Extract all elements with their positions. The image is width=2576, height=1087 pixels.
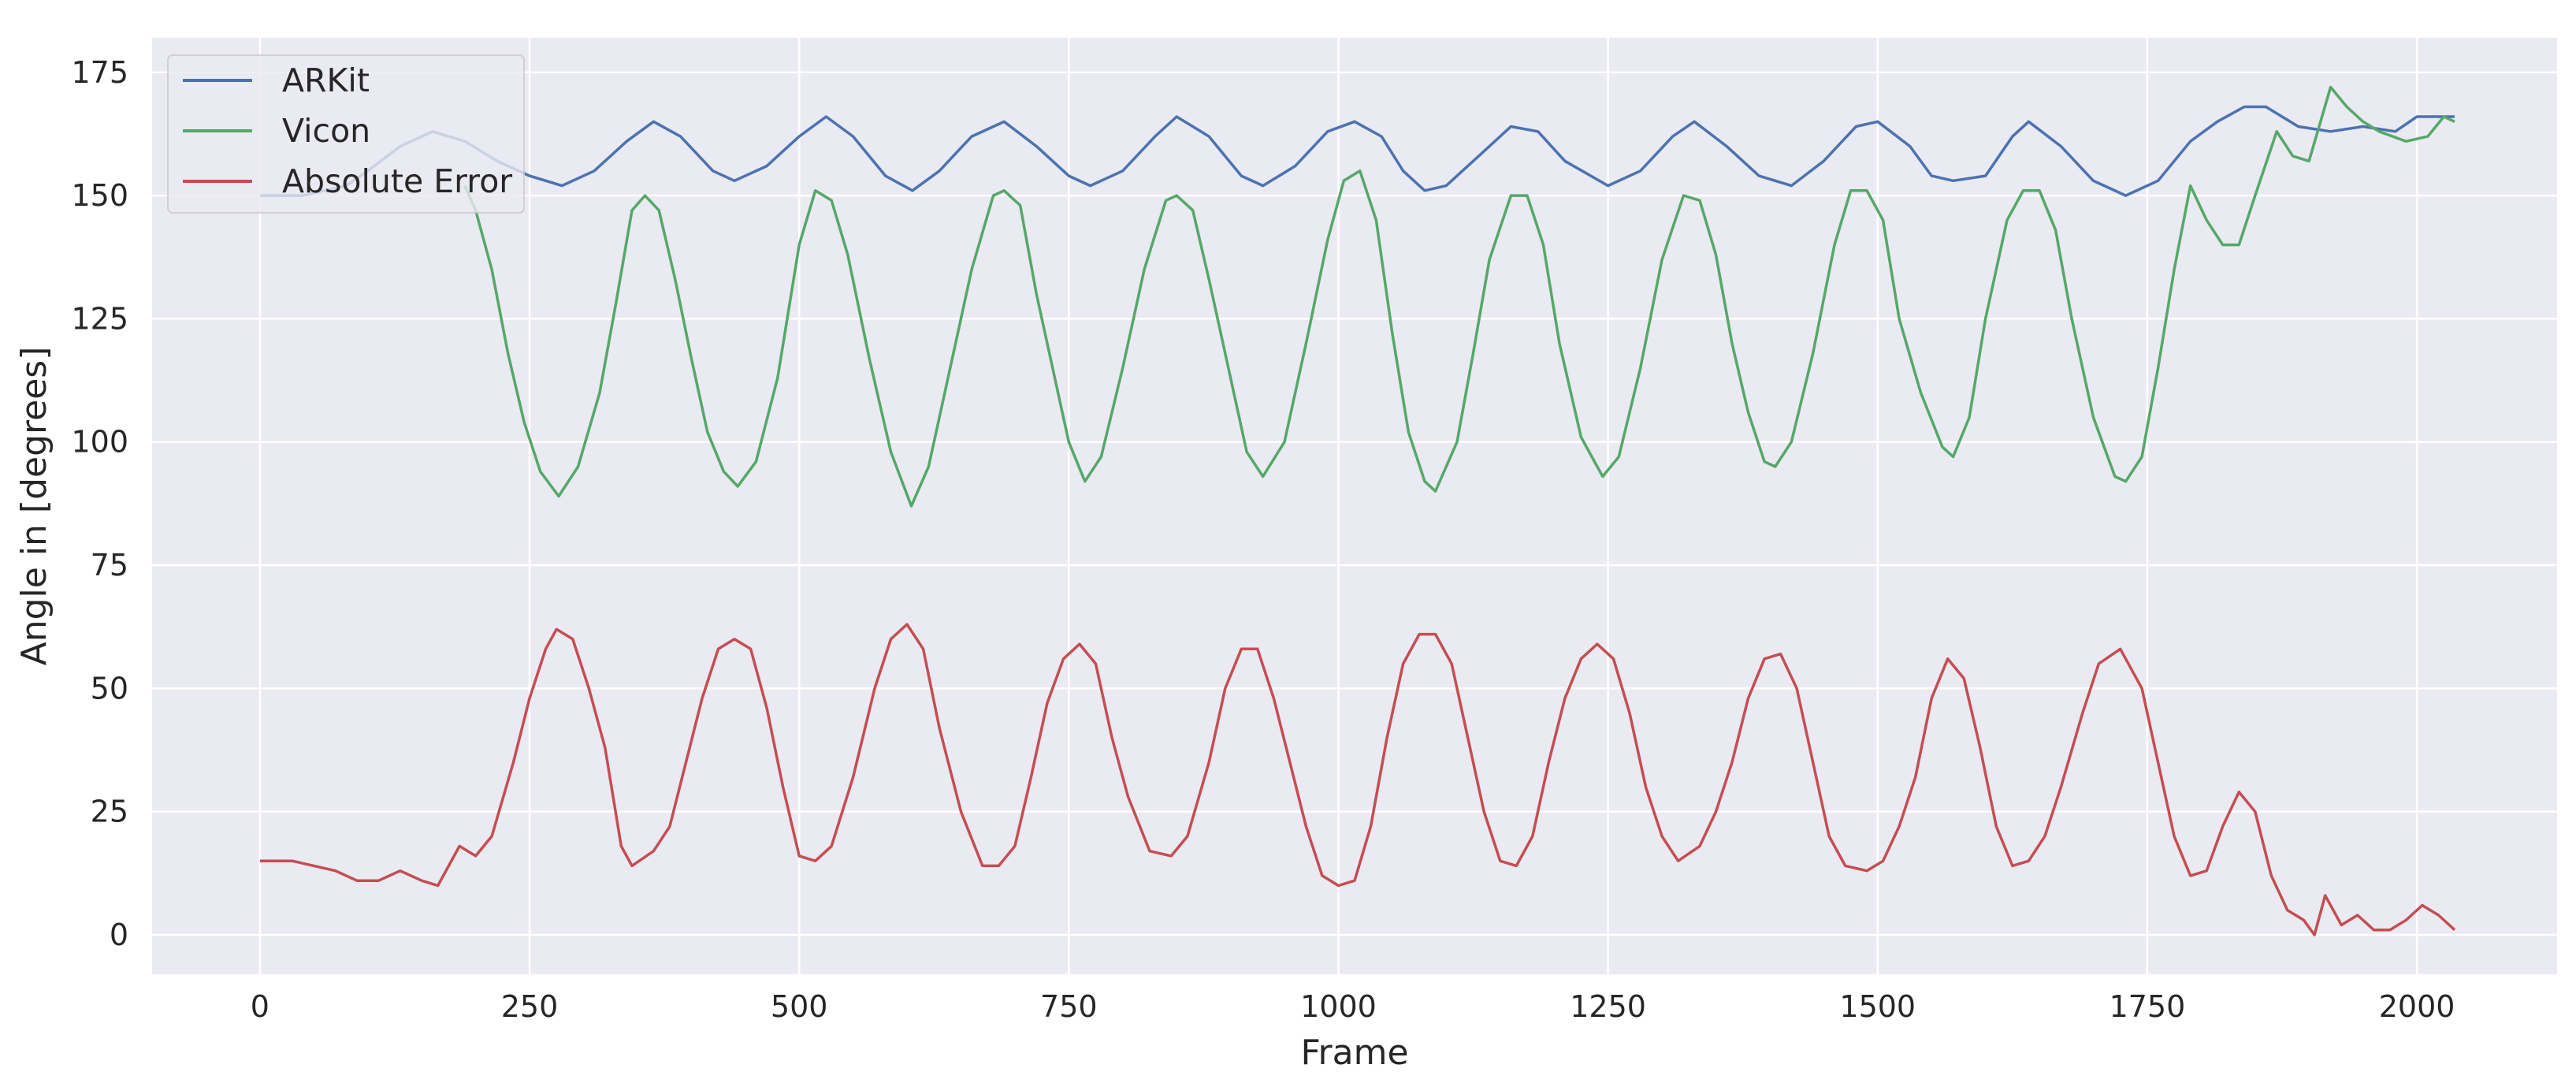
- x-tick-label: 1000: [1300, 989, 1377, 1024]
- y-axis-label: Angle in [degrees]: [14, 347, 54, 666]
- plot-background: [152, 38, 2557, 974]
- y-tick-label: 100: [71, 425, 128, 460]
- x-tick-label: 1750: [2109, 989, 2186, 1024]
- y-tick-label: 25: [91, 795, 128, 829]
- series-line-vicon: [463, 85, 2455, 508]
- x-tick-label: 0: [251, 989, 269, 1024]
- legend-label-absolute-error: Absolute Error: [282, 162, 512, 200]
- legend-label-arkit: ARKit: [282, 61, 370, 99]
- grid-lines: [152, 38, 2557, 974]
- series-line-absolute-error: [259, 623, 2456, 936]
- x-tick-label: 750: [1040, 989, 1098, 1024]
- x-tick-label: 1250: [1570, 989, 1646, 1024]
- x-axis-label: Frame: [1300, 1033, 1408, 1073]
- y-tick-label: 50: [91, 671, 128, 705]
- series-line-arkit: [259, 105, 2455, 197]
- y-tick-labels: 0 25 50 75 100 125 150 175: [71, 55, 128, 952]
- x-tick-labels: 0 250 500 750 1000 1250 1500 1750 2000: [251, 989, 2455, 1024]
- legend-box: [167, 54, 525, 214]
- legend: ARKit Vicon Absolute Error: [167, 54, 525, 214]
- y-tick-label: 75: [91, 548, 128, 583]
- y-tick-label: 150: [71, 178, 128, 213]
- x-tick-label: 2000: [2379, 989, 2455, 1024]
- y-tick-label: 175: [71, 55, 128, 90]
- x-tick-label: 500: [771, 989, 828, 1024]
- x-tick-label: 250: [501, 989, 559, 1024]
- x-tick-label: 1500: [1839, 989, 1916, 1024]
- legend-label-vicon: Vicon: [282, 112, 370, 150]
- series-lines: [259, 85, 2456, 936]
- y-tick-label: 125: [71, 301, 128, 336]
- y-tick-label: 0: [110, 918, 128, 952]
